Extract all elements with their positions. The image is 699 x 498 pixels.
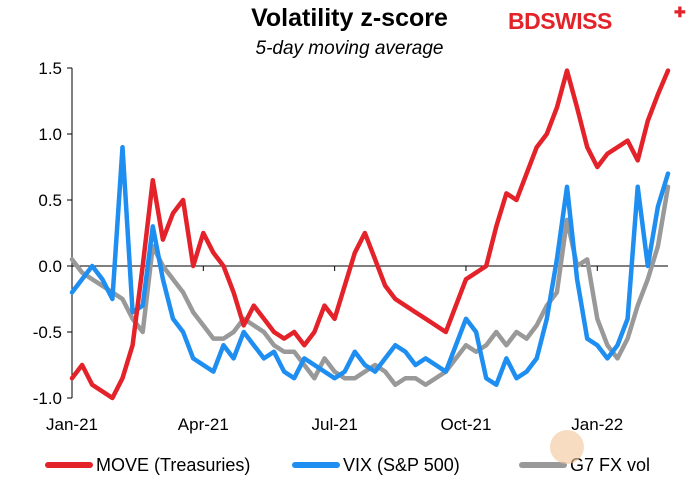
brand-logo: BDSWISS ✚ <box>508 4 686 35</box>
y-tick-labels: -1.0 -0.5 0.0 0.5 1.0 1.5 <box>33 59 62 408</box>
brand-name: BDSWISS <box>508 8 612 34</box>
y-tick-label: -0.5 <box>33 323 62 342</box>
legend-label-1: VIX (S&P 500) <box>343 455 460 475</box>
watermark-logo <box>550 430 584 464</box>
x-tick-label: Jul-21 <box>311 415 357 434</box>
x-tick-label: Oct-21 <box>440 415 491 434</box>
x-tick-label: Jan-21 <box>46 415 98 434</box>
y-tick-label: 1.0 <box>38 125 62 144</box>
legend-label-2: G7 FX vol <box>570 455 650 475</box>
series-line-0 <box>69 68 671 401</box>
y-tick-label: 0.0 <box>38 257 62 276</box>
axes <box>67 67 668 399</box>
series-lines <box>69 68 671 401</box>
y-tick-label: 0.5 <box>38 191 62 210</box>
x-tick-label: Jan-22 <box>571 415 623 434</box>
x-tick-label: Apr-21 <box>178 415 229 434</box>
y-tick-label: 1.5 <box>38 59 62 78</box>
x-tick-labels: Jan-21 Apr-21 Jul-21 Oct-21 Jan-22 <box>46 415 623 434</box>
legend: MOVE (Treasuries) VIX (S&P 500) G7 FX vol <box>45 455 650 475</box>
y-tick-label: -1.0 <box>33 389 62 408</box>
legend-label-0: MOVE (Treasuries) <box>96 455 250 475</box>
brand-plus-icon: ✚ <box>674 4 686 20</box>
chart-subtitle: 5-day moving average <box>255 38 444 59</box>
chart-title: Volatility z-score <box>251 4 448 32</box>
series-line-1 <box>69 144 671 388</box>
